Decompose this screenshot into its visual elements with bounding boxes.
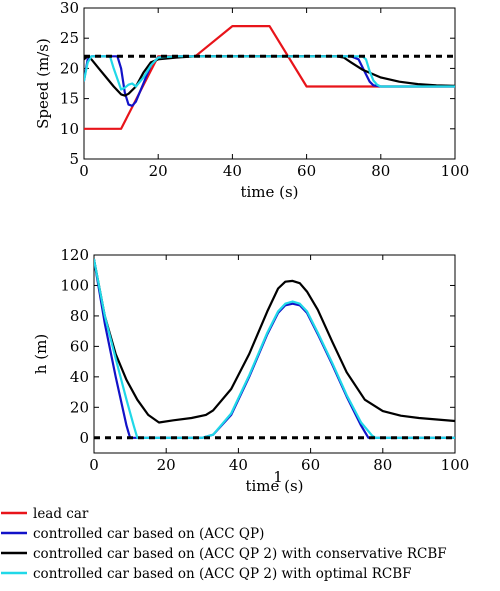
y-tick-label: 100: [60, 276, 89, 294]
legend: lead car controlled car based on (ACC QP)…: [1, 506, 447, 582]
x-tick-label: 20: [157, 456, 176, 474]
x-tick-label: 100: [441, 162, 470, 180]
series-line-acc_qp2_optimal: [94, 258, 455, 439]
y-tick-label: 30: [60, 0, 79, 17]
x-tick-label: 60: [301, 456, 320, 474]
legend-label-acc_qp2_conservative: controlled car based on (ACC QP 2) with …: [33, 546, 447, 562]
page-note: 1: [273, 468, 283, 486]
legend-label-acc_qp2_optimal: controlled car based on (ACC QP 2) with …: [33, 566, 412, 582]
x-axis-label: time (s): [240, 183, 298, 201]
legend-label-lead: lead car: [33, 506, 89, 522]
series-line-acc_qp: [94, 258, 455, 439]
y-tick-label: 0: [79, 429, 89, 447]
series-line-acc_qp2_optimal: [84, 55, 455, 91]
y-tick-label: 40: [70, 368, 89, 386]
x-tick-label: 0: [89, 456, 99, 474]
plot-frame: [83, 7, 456, 160]
y-axis-label: h (m): [32, 334, 50, 374]
y-axis-label: Speed (m/s): [34, 38, 52, 129]
speed-chart: 0 20 40 60 80 100 5 10 15 20 25 30 time (s) Speed (m/…: [34, 0, 469, 201]
x-tick-label: 40: [229, 456, 248, 474]
x-tick-label: 40: [223, 162, 242, 180]
y-tick-label: 25: [60, 29, 79, 47]
y-tick-label: 10: [60, 120, 79, 138]
x-tick-label: 80: [373, 456, 392, 474]
x-tick-label: 20: [149, 162, 168, 180]
y-tick-label: 20: [70, 398, 89, 416]
y-tick-label: 60: [70, 337, 89, 355]
y-tick-label: 15: [60, 90, 79, 108]
gap-chart: 0 20 40 60 80 100 0 20 40 60 80 100 120 time (s) h (m): [32, 246, 469, 495]
x-tick-label: 100: [441, 456, 470, 474]
legend-label-acc_qp: controlled car based on (ACC QP): [33, 526, 264, 542]
x-axis-label: time (s): [245, 477, 303, 495]
series-line-acc_qp2_conservative: [84, 55, 455, 97]
y-tick-label: 120: [60, 246, 89, 264]
plot-frame: [93, 254, 456, 454]
x-tick-label: 0: [79, 162, 89, 180]
x-tick-label: 80: [371, 162, 390, 180]
y-tick-label: 20: [60, 59, 79, 77]
x-tick-label: 60: [297, 162, 316, 180]
series-line-acc_qp2_conservative: [94, 258, 455, 424]
y-tick-label: 5: [69, 150, 79, 168]
y-tick-label: 80: [70, 307, 89, 325]
